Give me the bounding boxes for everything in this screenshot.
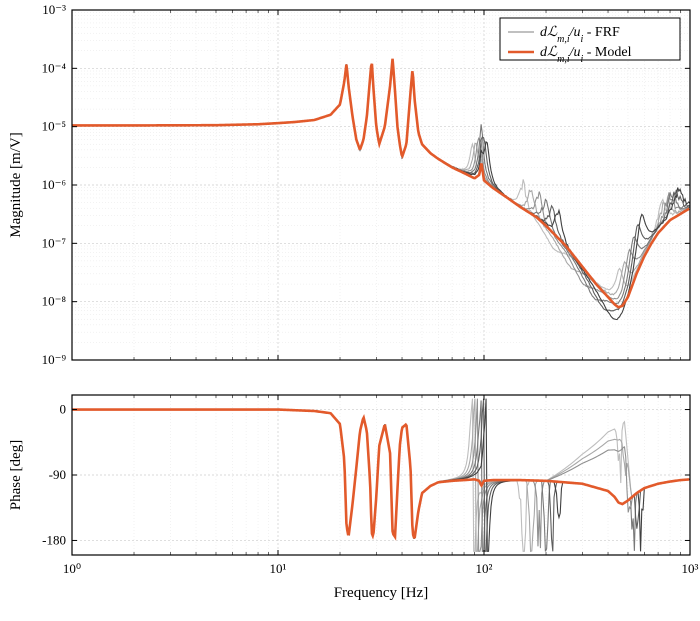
ymag-axis-label: Magnitude [m/V] — [8, 132, 24, 237]
model-mag-trace — [72, 59, 689, 307]
x-tick-label: 10¹ — [270, 561, 287, 576]
yphase-tick-label: 0 — [60, 402, 67, 417]
x-axis-label: Frequency [Hz] — [334, 585, 429, 601]
frf-mag-trace — [72, 63, 690, 289]
x-tick-label: 10³ — [682, 561, 699, 576]
magnitude-traces — [72, 59, 690, 320]
bode-plot-figure: 10⁰ 10¹ 10² 10³ 10⁻⁹ 10⁻⁸ 10⁻⁷ 10⁻⁶ 10⁻⁵ 10⁻⁴ 10⁻³… — [0, 0, 700, 621]
frf-mag-trace — [72, 63, 690, 303]
x-tick-label: 10² — [476, 561, 493, 576]
yphase-tick-label: -180 — [42, 532, 66, 547]
ymag-tick-label: 10⁻⁶ — [42, 177, 66, 192]
model-phase-trace — [72, 410, 689, 538]
ymag-tick-label: 10⁻⁸ — [42, 294, 67, 309]
x-tick-label: 10⁰ — [63, 561, 81, 576]
yphase-tick-label: -90 — [49, 467, 66, 482]
ymag-tick-label: 10⁻⁷ — [42, 235, 66, 250]
frf-phase-trace — [72, 400, 690, 551]
chart-svg: 10⁰ 10¹ 10² 10³ 10⁻⁹ 10⁻⁸ 10⁻⁷ 10⁻⁶ 10⁻⁵ 10⁻⁴ 10⁻³… — [0, 0, 700, 621]
ymag-tick-label: 10⁻⁴ — [42, 60, 67, 75]
ymag-tick-label: 10⁻³ — [42, 2, 66, 17]
yphase-axis-label: Phase [deg] — [8, 440, 24, 510]
frf-mag-trace — [72, 63, 690, 319]
ymag-tick-label: 10⁻⁵ — [42, 119, 66, 134]
ymag-tick-label: 10⁻⁹ — [42, 352, 67, 367]
frf-mag-trace — [72, 63, 690, 294]
legend-label: dℒm,i/ui - Model — [540, 45, 632, 65]
